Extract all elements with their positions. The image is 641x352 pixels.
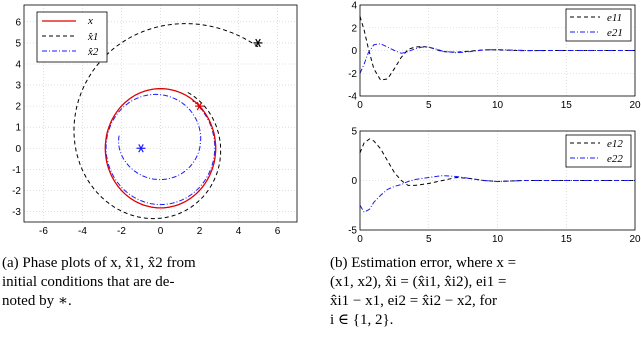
x-tick-label: 4 — [236, 226, 242, 237]
legend-box — [36, 11, 108, 63]
y-tick-label: 0 — [351, 46, 357, 57]
y-tick-label: -5 — [348, 226, 357, 237]
series-e21-line — [359, 43, 635, 74]
phase-plot-legend: x x̂1 x̂2 — [36, 11, 108, 63]
caption-left-line: noted by ∗. — [2, 293, 72, 309]
y-tick-label: -2 — [348, 69, 357, 80]
y-tick-label: -4 — [348, 92, 357, 103]
x-tick-label: 6 — [275, 226, 281, 237]
legend-label-x: x — [87, 15, 93, 27]
x-tick-label: -2 — [117, 226, 126, 237]
caption-left-line: (a) Phase plots of x, x̂1, x̂2 from — [2, 255, 196, 271]
series-xhat1-line — [73, 23, 259, 220]
x-tick-label: 10 — [492, 100, 504, 111]
error-bottom-ticks: 0 5 10 15 20-505 — [348, 127, 641, 246]
caption-right-line: i ∈ {1, 2}. — [330, 312, 394, 328]
y-tick-label: 5 — [15, 38, 21, 49]
y-tick-label: 2 — [351, 23, 357, 34]
phase-plot-panel: -6 -4 -2 0 2 4 6 -3 -2 -1 0 1 2 3 4 5 6 x x̂1 x̂2 — [12, 4, 298, 237]
x-tick-label: 0 — [158, 226, 164, 237]
x-tick-label: 20 — [629, 234, 641, 245]
y-tick-label: 5 — [351, 127, 357, 138]
legend-label-e12: e12 — [607, 138, 623, 150]
x-tick-label: 10 — [492, 234, 504, 245]
caption-right-line: (b) Estimation error, where x = — [330, 255, 517, 271]
series-x-line — [104, 87, 217, 209]
legend-label-e11: e11 — [607, 12, 622, 24]
phase-plot-ticks: -6 -4 -2 0 2 4 6 -3 -2 -1 0 1 2 3 4 5 6 — [12, 17, 281, 237]
series-e22-line — [359, 175, 635, 213]
y-tick-label: -2 — [12, 186, 21, 197]
x-tick-label: 0 — [357, 234, 363, 245]
series-e12-line — [359, 138, 635, 186]
x-tick-label: 20 — [629, 100, 641, 111]
legend-box — [565, 8, 632, 42]
legend-label-e22: e22 — [607, 153, 623, 165]
legend-label-xhat1: x̂1 — [87, 31, 98, 43]
error-bottom-frame — [359, 130, 636, 231]
x-tick-label: -4 — [78, 226, 87, 237]
x-tick-label: 5 — [426, 234, 432, 245]
error-bottom-panel: 0 5 10 15 20-505 e12 e22 — [348, 127, 641, 246]
y-tick-label: 4 — [351, 1, 357, 12]
x-tick-label: -6 — [39, 226, 48, 237]
phase-plot-series — [73, 23, 263, 220]
caption-right: (b) Estimation error, where x = (x1, x2)… — [330, 254, 640, 330]
y-tick-label: 6 — [15, 17, 21, 28]
error-top-frame — [359, 4, 636, 97]
error-top-series — [359, 16, 635, 81]
y-tick-label: 2 — [15, 102, 21, 113]
legend-label-e21: e21 — [607, 27, 623, 39]
initial-condition-marker — [195, 101, 204, 111]
x-tick-label: 5 — [426, 100, 432, 111]
error-top-ticks: 0 5 10 15 20 -4 -2 0 2 4 — [348, 1, 641, 112]
legend-label-xhat2: x̂2 — [87, 46, 99, 58]
x-tick-label: 2 — [197, 226, 203, 237]
caption-left: (a) Phase plots of x, x̂1, x̂2 from init… — [2, 254, 312, 311]
initial-condition-marker — [136, 144, 146, 153]
y-tick-label: 0 — [15, 144, 21, 155]
y-tick-label: 3 — [15, 81, 21, 92]
error-top-panel: 0 5 10 15 20 -4 -2 0 2 4 e11 e21 — [348, 1, 641, 112]
y-tick-label: -3 — [12, 207, 21, 218]
caption-left-line: initial conditions that are de- — [2, 274, 175, 290]
y-tick-label: 0 — [351, 176, 357, 187]
y-tick-label: -1 — [12, 165, 21, 176]
initial-condition-marker — [253, 38, 263, 48]
caption-right-line: (x1, x2), x̂i = (x̂i1, x̂i2), ei1 = — [330, 274, 507, 290]
x-tick-label: 15 — [561, 100, 573, 111]
y-tick-label: 4 — [15, 59, 21, 70]
error-bottom-series — [359, 138, 635, 213]
error-bottom-legend: e12 e22 — [565, 134, 632, 168]
x-tick-label: 15 — [561, 234, 573, 245]
series-xhat2-line — [105, 93, 216, 206]
x-tick-label: 0 — [357, 100, 363, 111]
phase-plot-frame — [23, 4, 298, 223]
y-tick-label: 1 — [15, 123, 21, 134]
legend-box — [565, 134, 632, 168]
error-top-legend: e11 e21 — [565, 8, 632, 42]
caption-right-line: x̂i1 − x1, ei2 = x̂i2 − x2, for — [330, 293, 498, 309]
